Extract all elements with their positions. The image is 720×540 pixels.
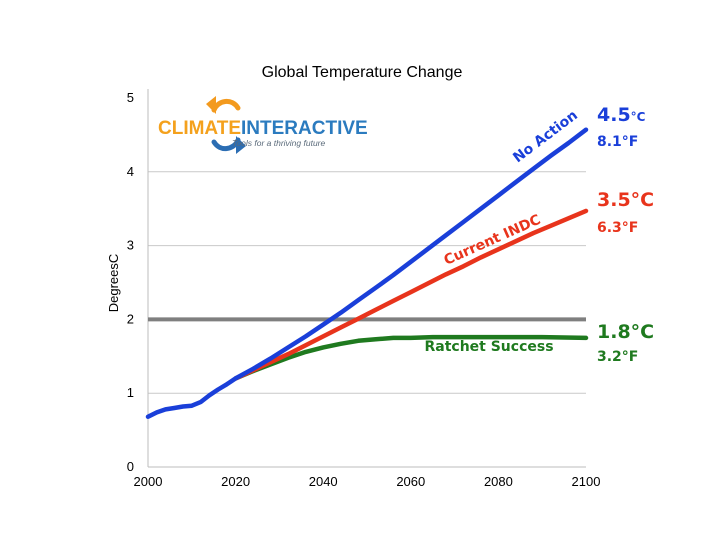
y-tick-label: 0 [127,459,134,474]
y-tick-label: 2 [127,311,134,326]
series-line-ratchet-success [233,334,589,381]
y-tick-label: 1 [127,385,134,400]
series-line-no-action [145,127,589,420]
chart-title: Global Temperature Change [262,64,463,81]
climate-interactive-logo: CLIMATEINTERACTIVE Tools for a thriving … [158,96,368,154]
y-tick-label: 4 [127,164,134,179]
y-axis-label: DegreesC [106,254,121,313]
annotation-current-indc: 3.5°C 6.3°F [597,189,654,236]
annotation-no-action-fahrenheit: 8.1°F [597,134,638,150]
x-tick-label: 2000 [134,474,163,489]
annotation-no-action: 4.5°C 8.1°F [597,104,646,150]
x-tick-label: 2060 [396,474,425,489]
grid-lines [148,171,586,394]
x-tick-label: 2040 [309,474,338,489]
series-label-ratchet-success: Ratchet Success [424,339,553,355]
x-tick-label: 2020 [221,474,250,489]
x-tick-label: 2080 [484,474,513,489]
series-line-current-indc [233,208,589,381]
y-tick-labels: 0 1 2 3 4 5 [127,90,134,474]
annotation-no-action-celsius: 4.5°C [597,104,646,126]
logo-arrows-icon [206,96,246,154]
x-tick-labels: 2000 2020 2040 2060 2080 2100 [134,474,601,489]
annotation-ratchet-success-fahrenheit: 3.2°F [597,349,638,365]
logo-tagline: Tools for a thriving future [232,138,326,148]
y-tick-label: 5 [127,90,134,105]
series-label-current-indc: Current INDC [442,212,543,269]
x-tick-label: 2100 [572,474,601,489]
annotation-ratchet-success-celsius: 1.8°C [597,321,654,343]
annotation-current-indc-celsius: 3.5°C [597,189,654,211]
logo-wordmark: CLIMATEINTERACTIVE [158,118,368,139]
series-layer [145,127,589,420]
annotation-ratchet-success: 1.8°C 3.2°F [597,321,654,365]
y-tick-label: 3 [127,238,134,253]
annotation-current-indc-fahrenheit: 6.3°F [597,220,638,236]
